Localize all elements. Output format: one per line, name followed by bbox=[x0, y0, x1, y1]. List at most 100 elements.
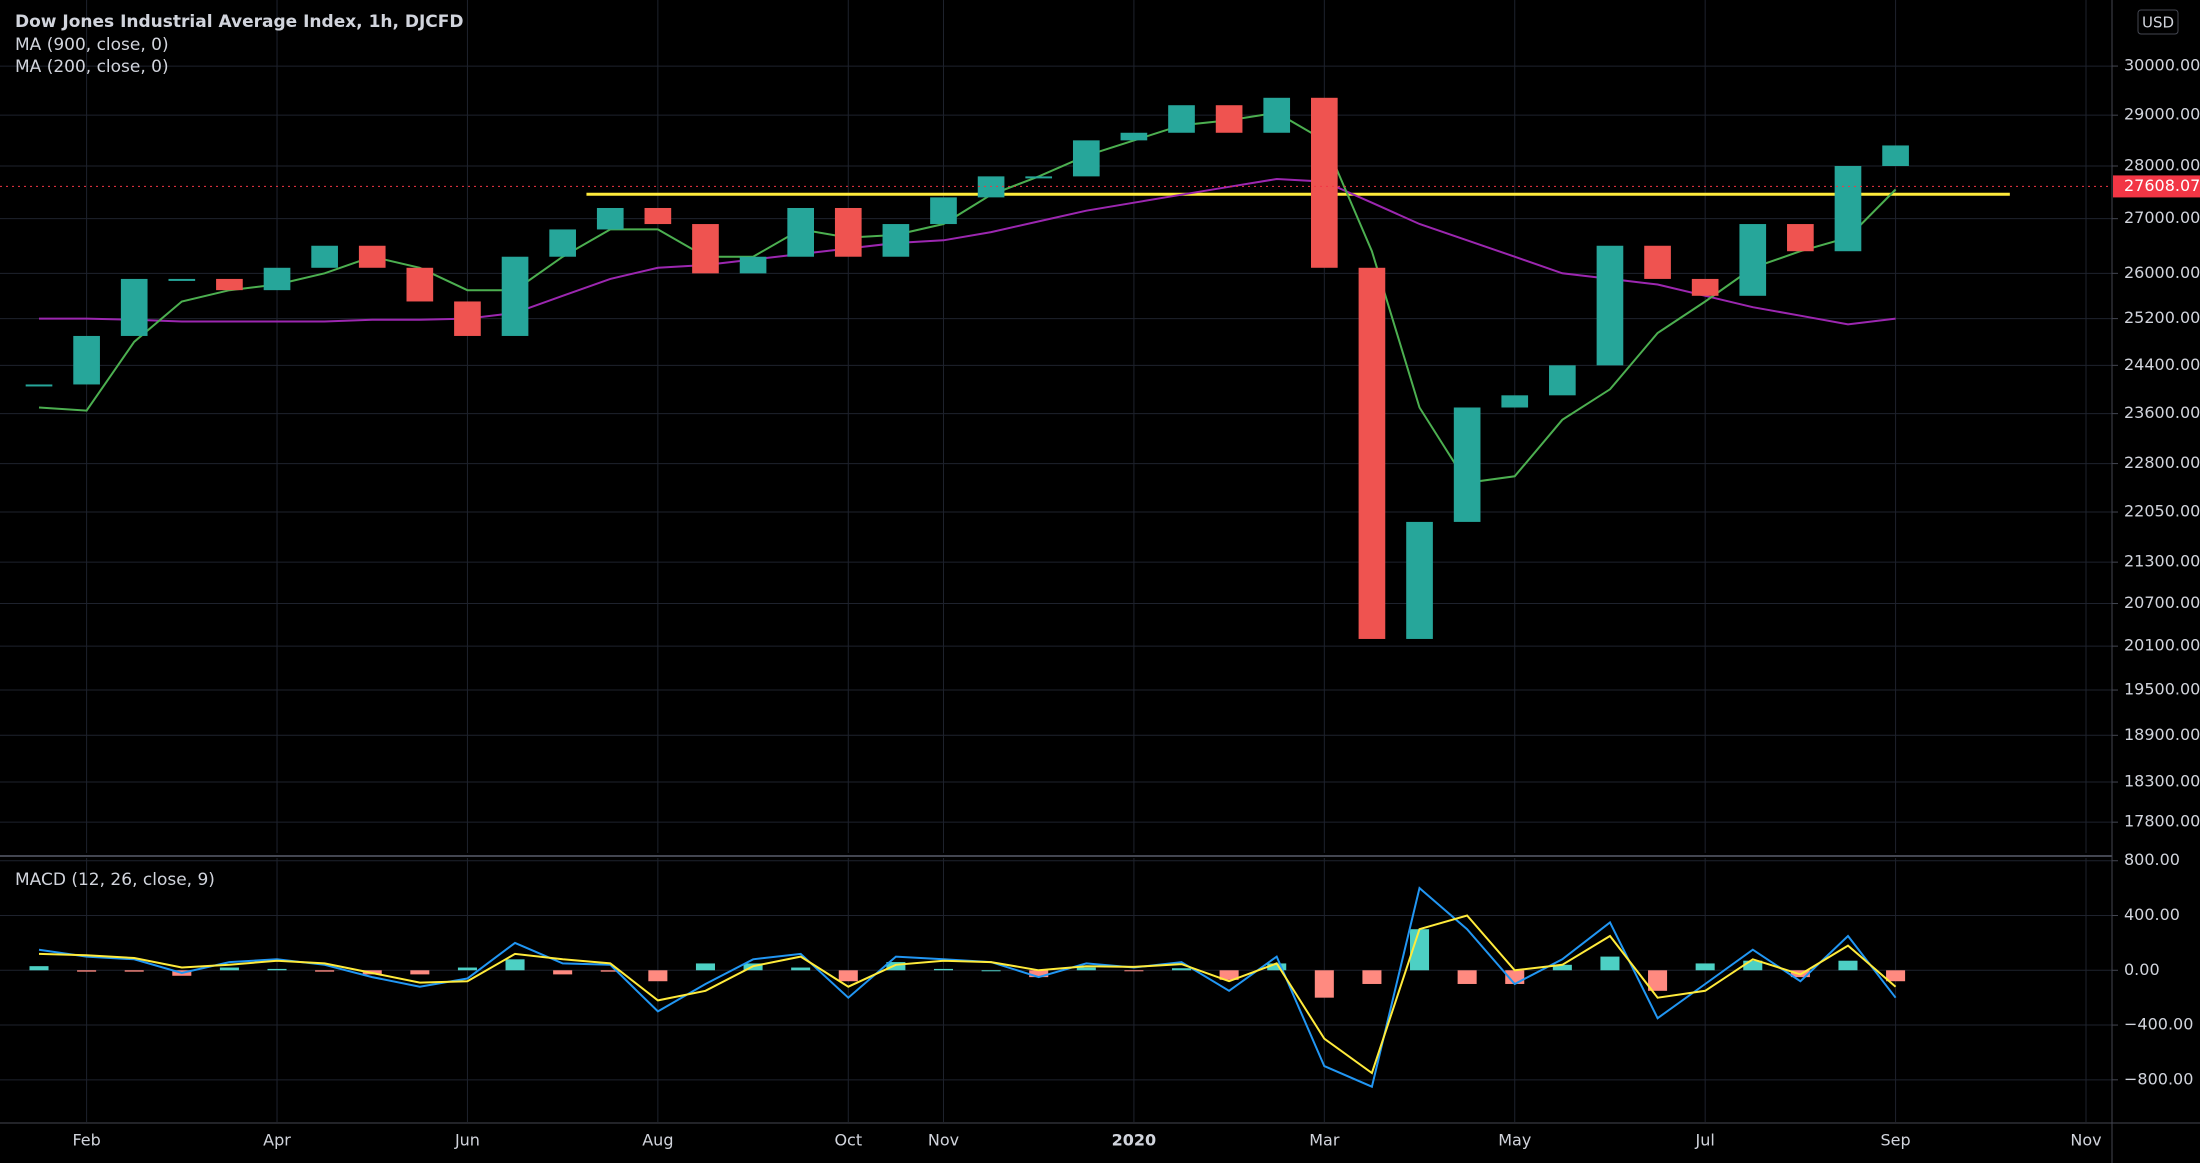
candle bbox=[882, 224, 910, 257]
candle bbox=[1406, 521, 1433, 639]
candle bbox=[692, 224, 719, 274]
y-tick-label: 25200.00 bbox=[2124, 308, 2200, 327]
candle bbox=[406, 267, 434, 302]
candle bbox=[1310, 97, 1338, 268]
axes: Feb Apr Jun Aug Oct Nov 2020 Mar May Jul Sep Nov 300… bbox=[72, 56, 2200, 1150]
histogram-bar bbox=[1314, 970, 1334, 998]
x-tick-label: 2020 bbox=[1112, 1131, 1157, 1150]
y-tick-label: 21300.00 bbox=[2124, 552, 2200, 571]
histogram-bar bbox=[315, 970, 335, 972]
currency-button[interactable] bbox=[2137, 9, 2179, 35]
x-tick-label: Oct bbox=[834, 1131, 862, 1150]
histogram-bar bbox=[1552, 964, 1572, 971]
histogram-bar bbox=[553, 970, 573, 975]
y-tick-label: 30000.00 bbox=[2124, 56, 2200, 75]
x-tick-label: Apr bbox=[263, 1131, 291, 1150]
histogram-bar bbox=[1267, 963, 1287, 971]
x-tick-label: Aug bbox=[642, 1131, 673, 1150]
y-tick-label: 20100.00 bbox=[2124, 636, 2200, 655]
histogram-bar bbox=[457, 967, 477, 971]
y-tick-label: −400.00 bbox=[2124, 1015, 2193, 1034]
y-tick-label: 18900.00 bbox=[2124, 725, 2200, 744]
candle bbox=[454, 301, 481, 336]
histogram-bar bbox=[648, 970, 668, 982]
candle bbox=[1739, 224, 1767, 296]
x-tick-label: Feb bbox=[72, 1131, 100, 1150]
currency-label: USD bbox=[2142, 14, 2174, 32]
histogram-bar bbox=[77, 970, 97, 972]
chart-title: Dow Jones Industrial Average Index, 1h, … bbox=[15, 12, 464, 32]
legend-entry: MA (900, close, 0) bbox=[15, 35, 169, 55]
candle bbox=[216, 278, 243, 291]
x-tick-label: Nov bbox=[2070, 1131, 2101, 1150]
candle bbox=[1215, 105, 1243, 133]
histogram-bar bbox=[1600, 956, 1620, 971]
y-tick-label: 17800.00 bbox=[2124, 812, 2200, 831]
candle bbox=[73, 335, 100, 385]
candle bbox=[311, 245, 338, 268]
candle bbox=[358, 245, 386, 268]
histogram-bar bbox=[695, 963, 715, 971]
candle bbox=[120, 278, 148, 336]
histogram-bar bbox=[1648, 970, 1668, 991]
y-tick-label: 400.00 bbox=[2124, 905, 2180, 924]
histogram-bar bbox=[1695, 963, 1715, 971]
histogram-bar bbox=[1838, 960, 1858, 971]
candle bbox=[263, 267, 291, 291]
histogram-bar bbox=[29, 966, 49, 971]
candle bbox=[1120, 132, 1148, 141]
y-tick-label: 18300.00 bbox=[2124, 772, 2200, 791]
y-tick-label: 26000.00 bbox=[2124, 263, 2200, 282]
y-tick-label: 19500.00 bbox=[2124, 680, 2200, 699]
candle bbox=[739, 256, 767, 274]
candle bbox=[25, 384, 53, 387]
last-price-label: 27608.07 bbox=[2124, 176, 2200, 195]
y-tick-label: 24400.00 bbox=[2124, 355, 2200, 374]
candle bbox=[1787, 224, 1814, 252]
histogram-bar bbox=[1362, 970, 1382, 984]
legend-entry: MA (200, close, 0) bbox=[15, 57, 169, 77]
candle bbox=[1453, 407, 1481, 522]
y-tick-label: 29000.00 bbox=[2124, 105, 2200, 124]
histogram-bar bbox=[124, 970, 144, 972]
macd-line bbox=[38, 886, 1897, 1089]
candle bbox=[1263, 97, 1291, 133]
ma-line bbox=[38, 111, 1897, 484]
candle bbox=[1596, 245, 1624, 366]
histogram-bar bbox=[1457, 970, 1477, 984]
x-tick-label: Jun bbox=[454, 1131, 480, 1150]
histogram-bar bbox=[981, 970, 1001, 972]
y-tick-label: 0.00 bbox=[2124, 960, 2160, 979]
y-tick-label: −800.00 bbox=[2124, 1069, 2193, 1088]
y-tick-label: 22800.00 bbox=[2124, 453, 2200, 472]
candle bbox=[1882, 145, 1909, 166]
candle bbox=[501, 256, 529, 336]
histogram-bar bbox=[1029, 970, 1049, 978]
candle bbox=[1168, 105, 1195, 133]
histogram-bar bbox=[886, 962, 906, 971]
histogram-bar bbox=[1076, 967, 1096, 971]
histogram-bar bbox=[1886, 970, 1906, 982]
histogram-bar bbox=[1171, 968, 1192, 971]
candle bbox=[930, 197, 957, 225]
histogram-bar bbox=[933, 968, 954, 971]
histogram-bar bbox=[1410, 929, 1430, 971]
histogram-bar bbox=[267, 968, 287, 971]
histogram-bar bbox=[1124, 970, 1144, 972]
ma-line bbox=[39, 177, 1896, 326]
indicator-title: MACD (12, 26, close, 9) bbox=[15, 870, 215, 890]
candle bbox=[834, 207, 862, 257]
y-tick-label: 800.00 bbox=[2124, 850, 2180, 869]
x-tick-label: Sep bbox=[1881, 1131, 1911, 1150]
x-tick-label: Jul bbox=[1695, 1131, 1715, 1150]
candle bbox=[1691, 278, 1719, 296]
candle bbox=[168, 278, 196, 281]
histogram-bar bbox=[1219, 970, 1239, 980]
candle bbox=[644, 207, 672, 225]
plot-area bbox=[0, 97, 2112, 1089]
last-price-badge bbox=[2113, 175, 2200, 198]
histogram-bar bbox=[410, 970, 430, 975]
histogram-bar bbox=[838, 970, 858, 982]
x-tick-label: Mar bbox=[1309, 1131, 1340, 1150]
